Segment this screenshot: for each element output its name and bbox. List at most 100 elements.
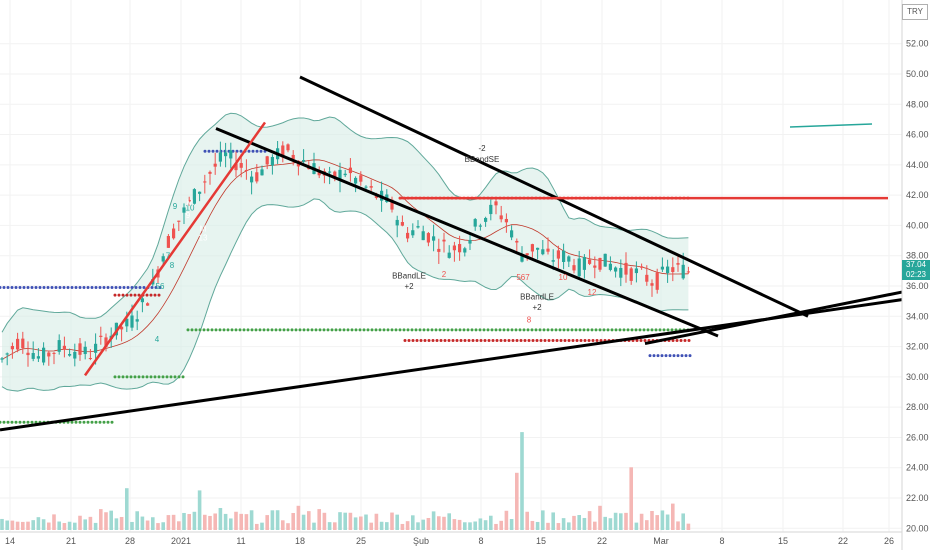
volume-bar [312,522,316,530]
candle-body [62,345,66,350]
candle-body [416,226,420,228]
dot-level-blue-top [211,149,215,153]
volume-bar [577,515,581,530]
currency-badge[interactable]: TRY [902,4,928,20]
candle-body [343,173,347,176]
dot-level-red [567,339,571,343]
dot-level-green-mid [526,328,530,332]
candle-body [21,338,25,348]
volume-bar [629,467,633,530]
dot-level-green-mid [538,328,542,332]
x-tick-label: 26 [884,536,894,546]
y-tick-label: 20.00 [906,523,929,533]
candle-body [572,265,576,271]
dot-level-blue [54,286,58,290]
dot-level-green-low [26,420,30,424]
volume-bar [135,511,139,530]
y-tick-label: 40.00 [906,220,929,230]
dot-level-green-mid [462,328,466,332]
dot-level-green-mid [662,328,666,332]
volume-bar [73,522,77,530]
volume-bar [681,513,685,530]
dot-level-red [427,339,431,343]
chart-annotation: 2 [442,270,447,279]
volume-bar [151,517,155,530]
dot-level-blue [142,286,146,290]
dot-level-green-mid [502,328,506,332]
trend-support-short [644,290,903,346]
volume-bar [301,514,306,530]
volume-bar [504,510,509,530]
candle-body [73,351,77,359]
volume-bar [338,512,342,530]
dot-level-green-mid [286,328,290,332]
candle-body [177,220,181,222]
candle-body [411,230,415,236]
dot-level-green-mid [654,328,658,332]
volume-bar [26,521,30,530]
dot-level-green-mid [326,328,330,332]
volume-bar [192,511,197,530]
dot-level-green-mid [482,328,486,332]
dot-level-blue [46,286,50,290]
dot-level-green-mid [498,328,502,332]
dot-level-blue [14,286,18,290]
candle-body [588,259,592,264]
candle-body [270,157,274,166]
candle-body [458,244,462,253]
dot-level-green-mid [414,328,418,332]
dot-level-green-mid [330,328,334,332]
dot-level-green-mid [518,328,522,332]
candle-body [478,225,482,227]
dot-level-green-mid [494,328,498,332]
candle-body [187,199,191,202]
dot-level-red-upper [113,293,117,297]
volume-bar [660,510,665,530]
dot-level-green [165,375,169,379]
volume-bar [624,512,628,530]
candle-body [140,298,144,303]
dot-level-red [671,339,675,343]
volume-bar [296,505,301,530]
candle-body [52,352,56,354]
volume-bar [197,490,202,530]
dot-level-green-mid [230,328,234,332]
dot-level-red [467,339,471,343]
volume-bar [52,514,56,530]
x-tick-label: Şub [413,536,429,546]
candle-body [582,257,586,270]
dot-level-green-mid [290,328,294,332]
volume-bar [639,513,644,530]
dot-level-green-mid [242,328,246,332]
dot-level-red [519,339,523,343]
dot-level-green [145,375,149,379]
dot-level-green-mid [190,328,194,332]
band-lower [1,198,689,392]
dot-level-green-mid [342,328,346,332]
candle-body [671,267,675,273]
dot-level-blue-low [648,354,652,358]
candle-body [203,181,207,183]
volume-bar [177,521,181,530]
dot-level-red [451,339,455,343]
dot-level-green [121,375,125,379]
y-tick-label: 28.00 [906,402,929,412]
dot-level-green-mid [382,328,386,332]
candle-body [676,263,680,265]
dot-level-green-mid [234,328,238,332]
dot-level-green [137,375,141,379]
dot-level-blue [10,286,14,290]
volume-bar [99,509,103,530]
candle-body [255,172,259,182]
dot-level-blue [126,286,130,290]
x-tick-label: 8 [719,536,724,546]
dot-level-green [153,375,157,379]
dot-level-red [679,339,683,343]
candle-body [359,175,363,182]
volume-bar [551,512,555,530]
volume-bar [442,516,446,530]
dot-level-green-mid [546,328,550,332]
volume-bar [182,512,186,530]
